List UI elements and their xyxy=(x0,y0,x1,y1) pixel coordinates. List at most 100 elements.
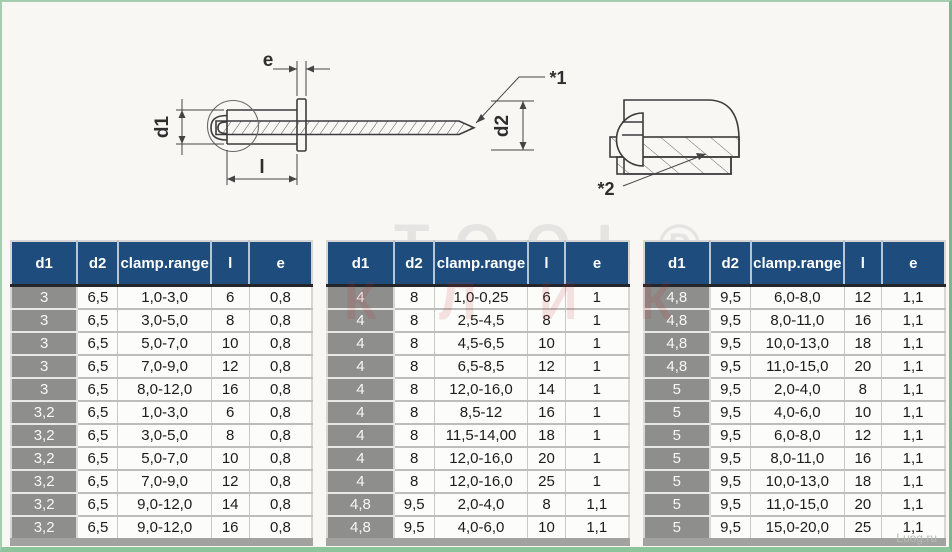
col-header-d1: d1 xyxy=(643,241,711,287)
cell-l: 12 xyxy=(844,285,883,310)
table-row: 5 9,5 15,0-20,0 25 1,1 xyxy=(643,516,945,542)
col-header-d2: d2 xyxy=(709,241,752,287)
spec-table-1: d1 d2 clamp.range l e 3 6,5 1,0-3,0 6 0,8 3 6,… xyxy=(10,240,314,546)
cell-l: 6 xyxy=(527,285,566,310)
cell-e: 0,8 xyxy=(249,285,313,310)
cell-clamp-range: 3,0-5,0 xyxy=(117,309,212,333)
cell-e: 0,8 xyxy=(249,355,313,379)
cell-clamp-range: 1,0-3,0 xyxy=(117,285,212,310)
cell-e: 1 xyxy=(565,355,629,379)
cell-d1: 4,8 xyxy=(327,516,395,542)
cell-e: 1,1 xyxy=(881,401,945,425)
cell-d2: 8 xyxy=(393,378,435,402)
cell-d2: 6,5 xyxy=(77,516,119,542)
cell-l: 12 xyxy=(844,424,883,448)
cell-d1: 5 xyxy=(643,470,711,494)
cell-d1: 4 xyxy=(327,332,395,356)
table-row: 4,8 9,5 6,0-8,0 12 1,1 xyxy=(643,285,945,310)
cell-l: 6 xyxy=(211,285,250,310)
col-header-l: l xyxy=(211,241,251,287)
dim-label-d1: d1 xyxy=(152,115,173,138)
col-header-d1: d1 xyxy=(11,241,79,287)
clamped-plate-bottom xyxy=(616,156,732,175)
cell-d2: 8 xyxy=(393,285,435,310)
cell-l: 8 xyxy=(527,309,566,333)
table-row: 4 8 6,5-8,5 12 1 xyxy=(327,355,629,379)
cell-d2: 9,5 xyxy=(709,401,752,425)
mandrel-stub-lines xyxy=(622,121,643,136)
cell-e: 1 xyxy=(565,401,629,425)
table-row: 3 6,5 5,0-7,0 10 0,8 xyxy=(11,332,313,356)
cell-d2: 9,5 xyxy=(709,424,752,448)
cell-l: 12 xyxy=(527,355,566,379)
table-row: 5 9,5 10,0-13,0 18 1,1 xyxy=(643,470,945,494)
cell-l: 16 xyxy=(844,447,883,471)
spec-table-2: d1 d2 clamp.range l e 4 8 1,0-0,25 6 1 4 8 2,5-… xyxy=(326,240,630,546)
col-header-clamp-range: clamp.range xyxy=(434,241,529,287)
cell-clamp-range: 3,0-5,0 xyxy=(117,424,212,448)
cell-d2: 9,5 xyxy=(709,285,752,310)
cell-clamp-range: 10,0-13,0 xyxy=(750,332,845,356)
cell-clamp-range: 5,0-7,0 xyxy=(117,332,212,356)
table-row: 4 8 12,0-16,0 14 1 xyxy=(327,378,629,402)
cell-d1: 5 xyxy=(643,516,711,542)
rivet-flange xyxy=(296,98,307,152)
cell-d1: 4 xyxy=(327,355,395,379)
dimension-tables: d1 d2 clamp.range l e 3 6,5 1,0-3,0 6 0,8 3 6,… xyxy=(10,240,946,546)
cell-clamp-range: 5,0-7,0 xyxy=(117,447,212,471)
cell-d2: 9,5 xyxy=(709,332,752,356)
set-head-dome xyxy=(615,112,644,167)
cell-l: 10 xyxy=(527,332,566,356)
cell-l: 12 xyxy=(211,355,250,379)
cell-d2: 8 xyxy=(393,470,435,494)
cell-clamp-range: 7,0-9,0 xyxy=(117,355,212,379)
cell-d1: 5 xyxy=(643,493,711,517)
cell-clamp-range: 12,0-16,0 xyxy=(434,470,529,494)
cell-clamp-range: 7,0-9,0 xyxy=(117,470,212,494)
cell-clamp-range: 8,0-11,0 xyxy=(750,309,845,333)
ref2-leader xyxy=(622,153,707,187)
rivet-side-view xyxy=(206,98,476,153)
cell-d1: 3 xyxy=(11,378,79,402)
cell-d2: 9,5 xyxy=(393,493,435,517)
cell-clamp-range: 8,5-12 xyxy=(434,401,529,425)
cell-d2: 9,5 xyxy=(393,516,435,542)
table-row: 4 8 2,5-4,5 8 1 xyxy=(327,309,629,333)
table-row: 4 8 8,5-12 16 1 xyxy=(327,401,629,425)
cell-l: 25 xyxy=(527,470,566,494)
cell-d2: 6,5 xyxy=(77,355,119,379)
cell-e: 1,1 xyxy=(881,332,945,356)
cell-d1: 3 xyxy=(11,285,79,310)
cell-d1: 4,8 xyxy=(643,285,711,310)
cell-d2: 6,5 xyxy=(77,493,119,517)
cell-e: 0,8 xyxy=(249,516,313,542)
cell-d1: 4,8 xyxy=(643,355,711,379)
cell-d2: 6,5 xyxy=(77,378,119,402)
cell-d2: 9,5 xyxy=(709,516,752,542)
cell-d2: 8 xyxy=(393,401,435,425)
table-2-header: d1 d2 clamp.range l e xyxy=(327,241,629,287)
cell-e: 1,1 xyxy=(881,447,945,471)
dim-label-d2: d2 xyxy=(492,115,513,137)
table-row: 4 8 12,0-16,0 25 1 xyxy=(327,470,629,494)
cell-l: 12 xyxy=(211,470,250,494)
cell-clamp-range: 6,5-8,5 xyxy=(434,355,529,379)
cell-l: 14 xyxy=(211,493,250,517)
cell-d2: 9,5 xyxy=(709,447,752,471)
cell-d1: 3,2 xyxy=(11,516,79,542)
cell-clamp-range: 12,0-16,0 xyxy=(434,447,529,471)
cell-d1: 4 xyxy=(327,378,395,402)
cell-l: 14 xyxy=(527,378,566,402)
cell-clamp-range: 12,0-16,0 xyxy=(434,378,529,402)
cell-e: 1 xyxy=(565,424,629,448)
table-row: 4,8 9,5 4,0-6,0 10 1,1 xyxy=(327,516,629,542)
cell-clamp-range: 11,0-15,0 xyxy=(750,493,845,517)
cell-l: 10 xyxy=(211,332,250,356)
cell-clamp-range: 11,0-15,0 xyxy=(750,355,845,379)
cell-e: 1 xyxy=(565,470,629,494)
table-row: 3 6,5 7,0-9,0 12 0,8 xyxy=(11,355,313,379)
cell-d2: 9,5 xyxy=(709,493,752,517)
cell-e: 1,1 xyxy=(881,355,945,379)
cell-d1: 3 xyxy=(11,355,79,379)
